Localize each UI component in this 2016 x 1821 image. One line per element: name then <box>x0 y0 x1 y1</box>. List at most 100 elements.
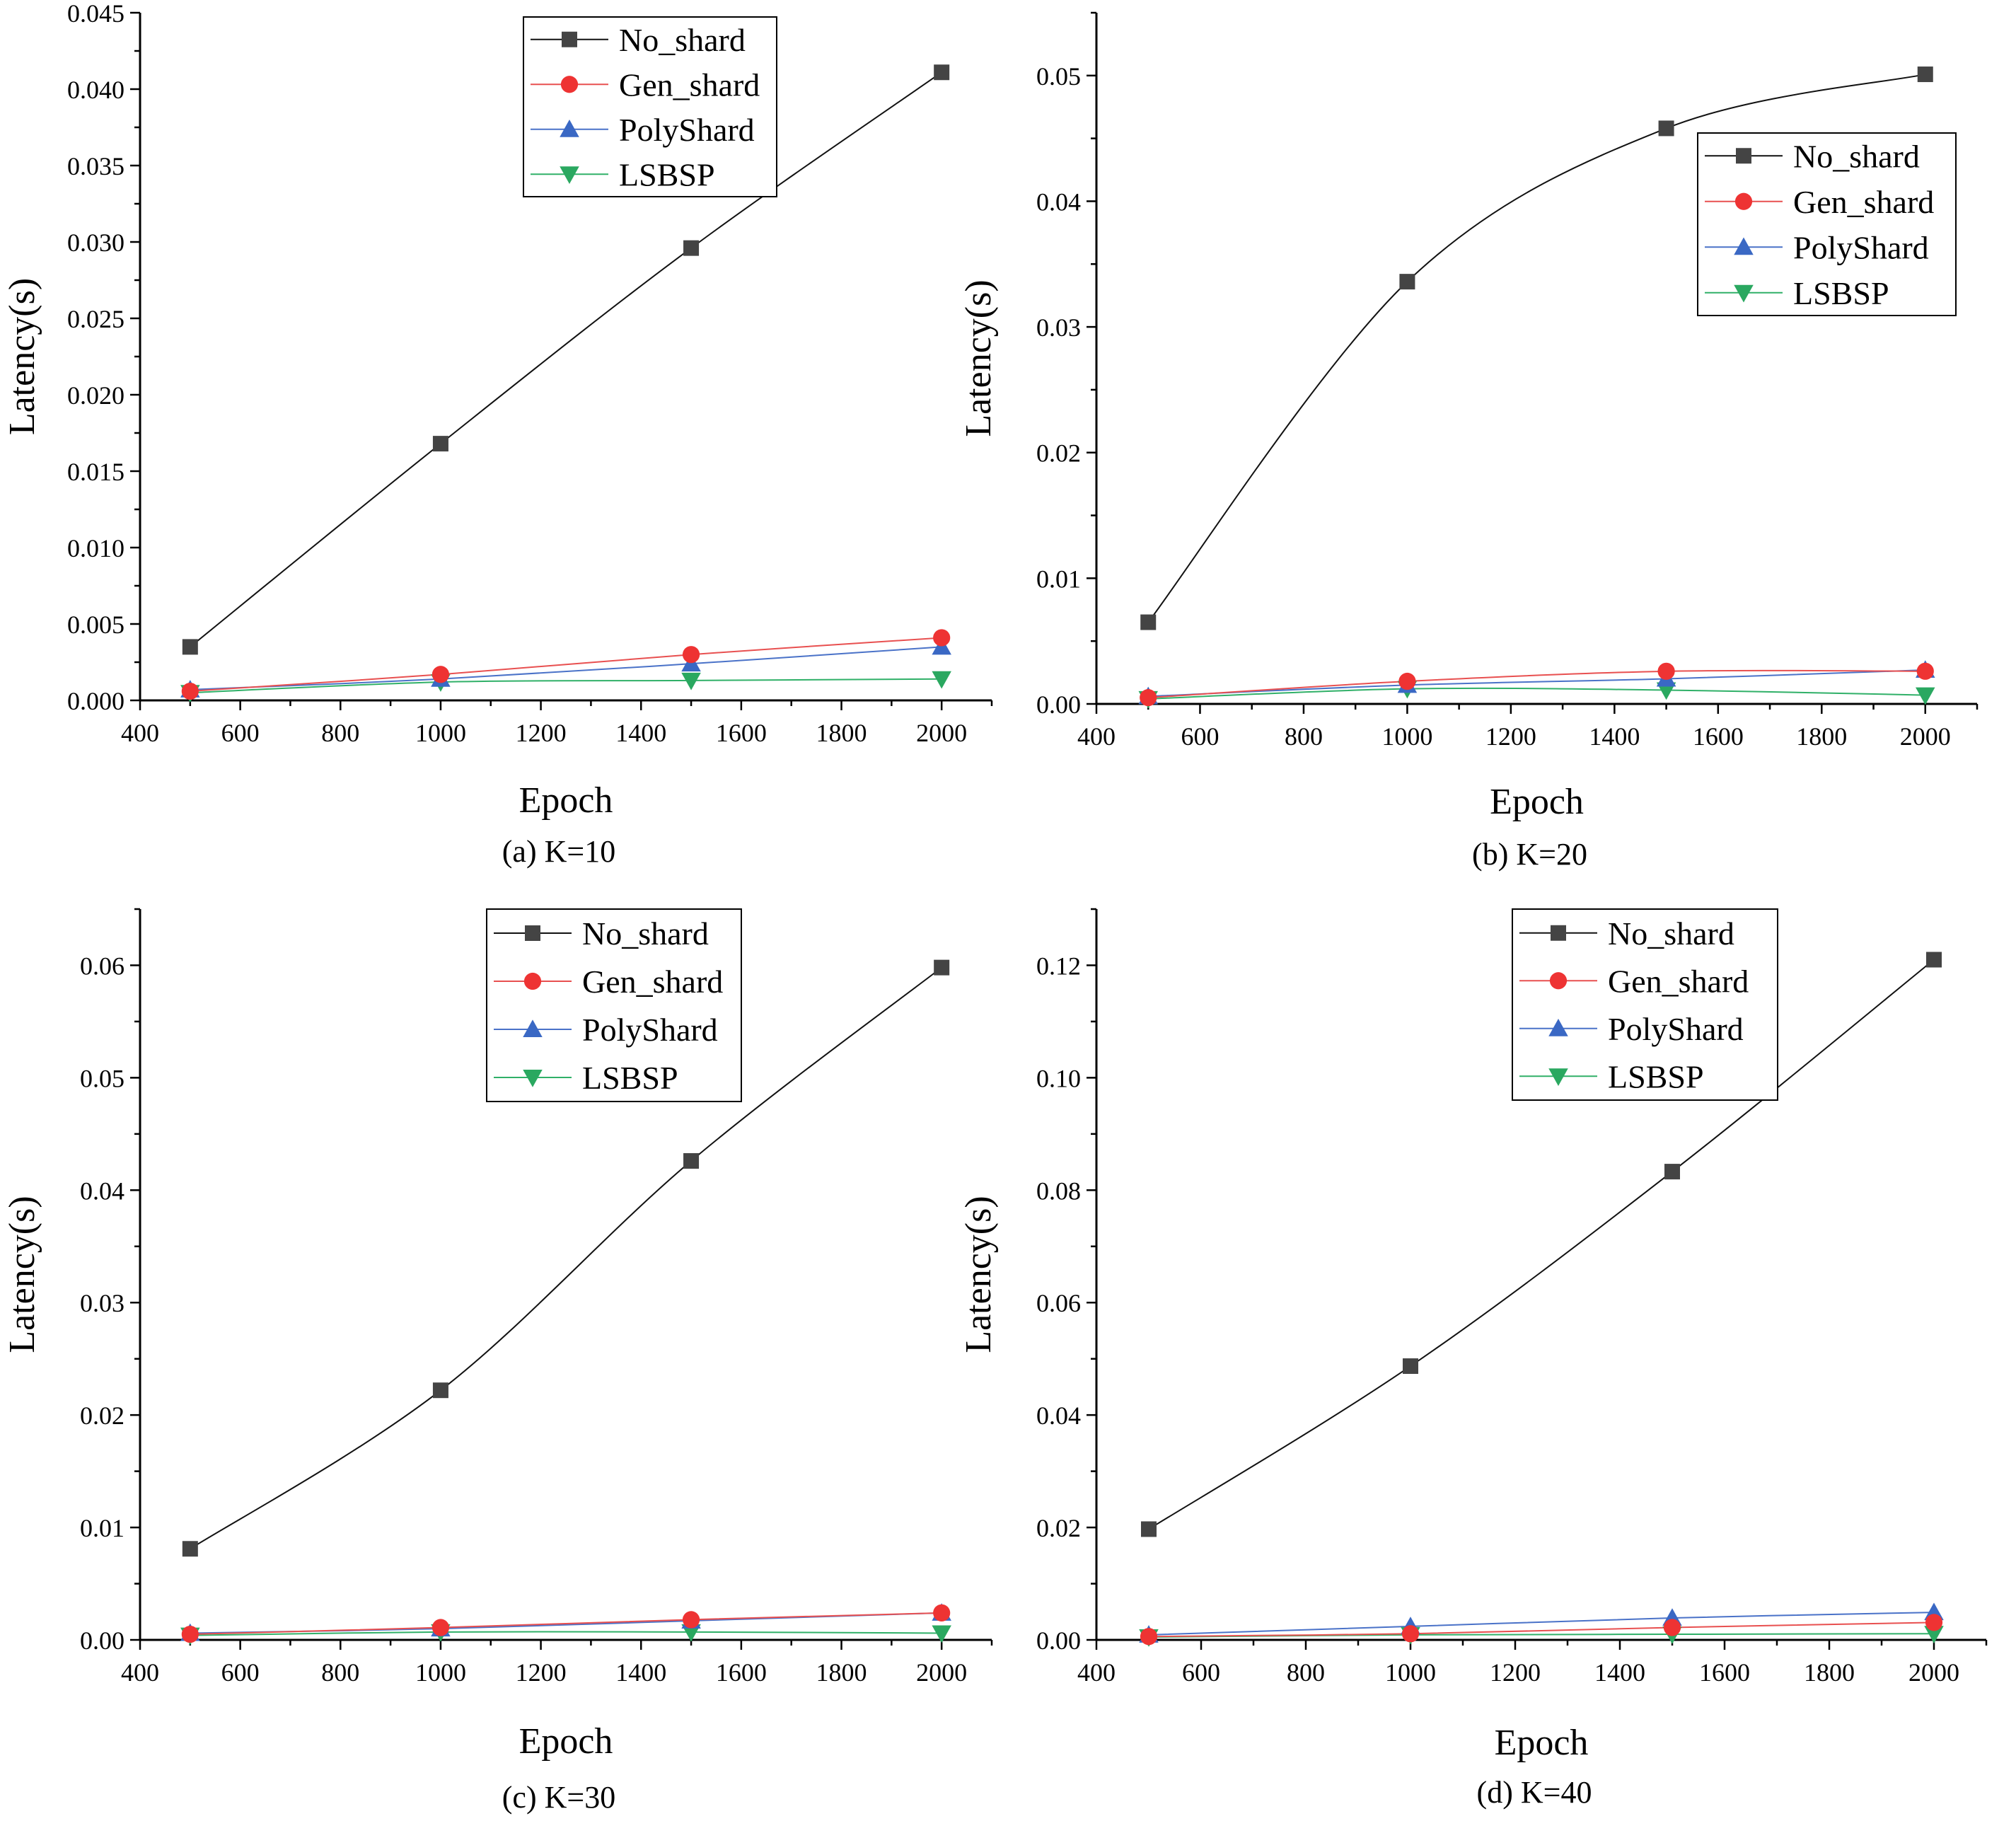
y-tick-label: 0.03 <box>80 1289 124 1317</box>
data-point-Gen_shard <box>682 646 700 664</box>
x-tick-label: 400 <box>121 719 159 747</box>
y-axis-title: Latency(s) <box>2 1196 42 1353</box>
x-tick-label: 1200 <box>516 1658 567 1687</box>
data-point-LSBSP <box>932 1625 951 1643</box>
y-tick-label: 0.06 <box>80 952 124 980</box>
legend-marker-LSBSP <box>523 1070 543 1087</box>
legend-label-PolyShard: PolyShard <box>582 1012 718 1048</box>
legend-label-No_shard: No_shard <box>1608 915 1734 952</box>
x-tick-label: 600 <box>221 1658 260 1687</box>
x-tick-label: 400 <box>121 1658 159 1687</box>
legend-marker-PolyShard <box>560 120 579 137</box>
x-tick-label: 1000 <box>415 1658 466 1687</box>
x-tick-label: 1400 <box>1594 1658 1645 1687</box>
legend-marker-LSBSP <box>560 166 579 184</box>
series-line-LSBSP <box>1148 687 1925 700</box>
series-line-LSBSP <box>190 1631 942 1636</box>
y-axis-title: Latency(s) <box>958 1196 999 1353</box>
data-point-No_shard <box>1140 614 1157 630</box>
panel-caption: (a) K=10 <box>502 834 615 869</box>
data-point-Gen_shard <box>1140 689 1157 707</box>
series-line-LSBSP <box>190 678 942 694</box>
x-axis-title: Epoch <box>519 780 613 821</box>
legend-label-Gen_shard: Gen_shard <box>1608 963 1749 999</box>
data-point-Gen_shard <box>431 1619 450 1636</box>
legend-label-LSBSP: LSBSP <box>619 156 715 192</box>
data-point-No_shard <box>432 436 448 452</box>
chart-panel-2: 400 600 800 1000 1200 1400 1600 1800 2000 0.00 0.0… <box>958 11 1979 872</box>
data-point-No_shard <box>182 1541 198 1557</box>
y-tick-label: 0.020 <box>67 381 124 410</box>
y-tick-label: 0.010 <box>67 534 124 562</box>
legend-marker-No_shard <box>525 925 540 941</box>
data-point-Gen_shard <box>431 666 450 683</box>
legend-marker-LSBSP <box>1548 1068 1568 1086</box>
legend: No_shard Gen_shard PolyShard LSBSP <box>1697 132 1957 316</box>
x-tick-label: 1600 <box>1699 1658 1750 1687</box>
data-point-Gen_shard <box>1398 672 1416 690</box>
y-tick-label: 0.01 <box>80 1514 124 1542</box>
legend-box <box>1512 908 1778 1101</box>
y-tick-label: 0.04 <box>1036 1401 1081 1430</box>
legend-marker-Gen_shard <box>560 76 579 93</box>
legend-label-No_shard: No_shard <box>619 22 746 58</box>
series-line-Gen_shard <box>190 637 942 693</box>
chart-panel-3: 400 600 800 1000 1200 1400 1600 1800 2000 0.00 0.0… <box>2 908 993 1815</box>
legend-label-No_shard: No_shard <box>582 915 709 952</box>
y-tick-label: 0.10 <box>1036 1064 1081 1092</box>
y-tick-label: 0.05 <box>1036 62 1081 91</box>
legend: No_shard Gen_shard PolyShard LSBSP <box>486 908 742 1102</box>
x-tick-label: 600 <box>1182 1658 1220 1687</box>
data-point-Gen_shard <box>933 629 951 647</box>
y-tick-label: 0.015 <box>67 458 124 486</box>
y-tick-label: 0.040 <box>67 76 124 104</box>
x-tick-label: 1800 <box>1804 1658 1855 1687</box>
legend-label-LSBSP: LSBSP <box>1793 275 1889 311</box>
x-tick-label: 1400 <box>1589 722 1640 751</box>
x-tick-label: 2000 <box>916 719 967 747</box>
legend-marker-PolyShard <box>1734 237 1754 255</box>
data-point-LSBSP <box>1656 682 1676 700</box>
x-tick-label: 2000 <box>1908 1658 1959 1687</box>
legend-label-LSBSP: LSBSP <box>582 1060 678 1096</box>
data-point-Gen_shard <box>1663 1619 1681 1636</box>
legend-marker-LSBSP <box>1734 284 1754 303</box>
x-tick-label: 400 <box>1077 722 1116 751</box>
y-tick-label: 0.02 <box>1036 439 1081 468</box>
data-point-No_shard <box>683 1152 700 1169</box>
legend-marker-PolyShard <box>1548 1019 1568 1036</box>
series-line-PolyShard <box>1148 669 1925 698</box>
legend-label-PolyShard: PolyShard <box>1793 229 1929 265</box>
y-tick-label: 0.00 <box>1036 690 1081 719</box>
legend-label-PolyShard: PolyShard <box>619 112 755 148</box>
x-tick-label: 1600 <box>716 1658 767 1687</box>
data-point-No_shard <box>1403 1358 1418 1375</box>
series-line-PolyShard <box>1148 1612 1935 1636</box>
x-tick-label: 1000 <box>1385 1658 1436 1687</box>
data-point-Gen_shard <box>1140 1628 1158 1646</box>
legend-marker-PolyShard <box>523 1019 543 1037</box>
data-point-Gen_shard <box>933 1604 951 1621</box>
y-tick-label: 0.08 <box>1036 1177 1081 1205</box>
legend-label-Gen_shard: Gen_shard <box>1793 184 1934 220</box>
legend-label-Gen_shard: Gen_shard <box>619 67 760 103</box>
data-point-Gen_shard <box>1401 1625 1420 1643</box>
data-point-Gen_shard <box>181 682 199 700</box>
legend-label-LSBSP: LSBSP <box>1608 1058 1704 1094</box>
x-tick-label: 1200 <box>516 719 567 747</box>
x-tick-label: 1400 <box>615 1658 666 1687</box>
x-tick-label: 1200 <box>1485 722 1536 751</box>
x-tick-label: 2000 <box>1900 722 1951 751</box>
x-tick-label: 800 <box>1285 722 1323 751</box>
legend-marker-Gen_shard <box>1549 972 1568 990</box>
x-axis-title: Epoch <box>1495 1723 1589 1763</box>
data-point-Gen_shard <box>1925 1614 1943 1631</box>
x-tick-label: 800 <box>1287 1658 1325 1687</box>
legend-box <box>486 908 742 1102</box>
series-line-No_shard <box>190 71 942 648</box>
y-tick-label: 0.04 <box>1036 187 1081 216</box>
data-point-LSBSP <box>932 671 951 689</box>
y-tick-label: 0.025 <box>67 305 124 333</box>
panel-caption: (c) K=30 <box>502 1780 615 1815</box>
